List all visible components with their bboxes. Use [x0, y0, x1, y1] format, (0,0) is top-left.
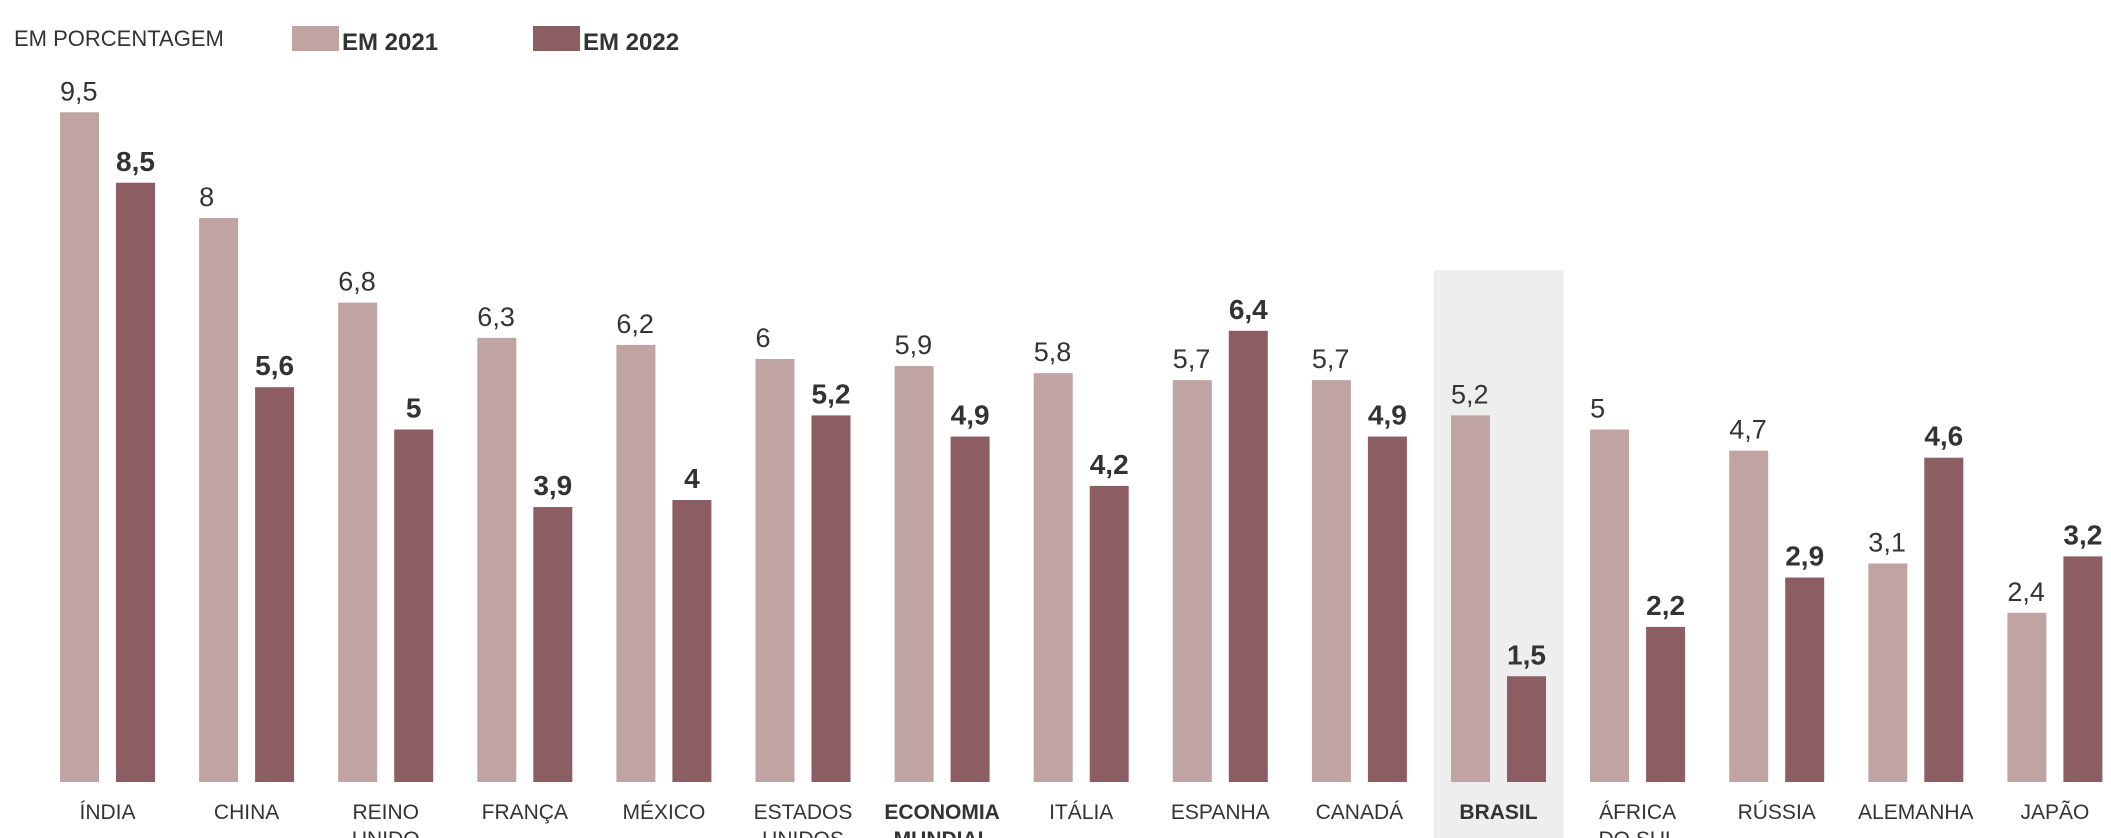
legend: EM 2021 EM 2022	[292, 26, 679, 56]
value-label-brasil-2021: 5,2	[1451, 379, 1489, 409]
bar-estados-unidos-2021	[755, 359, 795, 782]
value-label-estados-unidos-2022: 5,2	[812, 378, 851, 409]
bar-canada-2021	[1311, 380, 1351, 782]
bar-reino-unido-2022	[394, 429, 434, 782]
legend-swatch-2022	[533, 26, 580, 51]
bar-alemanha-2022	[1924, 457, 1964, 782]
category-label-russia: RÚSSIA	[1738, 801, 1816, 824]
value-label-franca-2022: 3,9	[533, 470, 572, 501]
category-label-franca: FRANÇA	[482, 801, 568, 824]
category-label-reino-unido: REINOUNIDO	[352, 801, 420, 838]
category-label-india: ÍNDIA	[79, 801, 135, 824]
value-label-franca-2021: 6,3	[477, 302, 515, 332]
value-label-espanha-2021: 5,7	[1173, 344, 1211, 374]
value-label-china-2021: 8	[199, 182, 214, 212]
value-label-mexico-2021: 6,2	[616, 309, 654, 339]
legend-swatch-2021	[292, 26, 339, 51]
value-label-espanha-2022: 6,4	[1229, 294, 1268, 325]
bar-franca-2021	[477, 337, 517, 782]
bar-africa-do-sul-2022	[1646, 626, 1686, 782]
value-label-canada-2021: 5,7	[1312, 344, 1350, 374]
value-label-india-2021: 9,5	[60, 76, 98, 106]
value-label-italia-2022: 4,2	[1090, 449, 1129, 480]
category-label-italia: ITÁLIA	[1049, 801, 1113, 824]
bar-franca-2022	[533, 507, 573, 782]
bar-brasil-2021	[1451, 415, 1490, 782]
category-label-mexico: MÉXICO	[622, 801, 705, 824]
category-label-espanha: ESPANHA	[1171, 801, 1270, 824]
bar-russia-2021	[1729, 450, 1769, 782]
bar-espanha-2022	[1228, 330, 1268, 782]
value-label-mexico-2022: 4	[684, 463, 700, 494]
value-label-estados-unidos-2021: 6	[756, 323, 771, 353]
value-label-canada-2022: 4,9	[1368, 400, 1407, 431]
value-label-alemanha-2022: 4,6	[1924, 421, 1963, 452]
bar-russia-2022	[1785, 577, 1825, 782]
bar-brasil-2022	[1507, 676, 1546, 782]
category-label-africa-do-sul: ÁFRICADO SUL	[1599, 801, 1677, 838]
bar-canada-2022	[1367, 436, 1407, 782]
bar-estados-unidos-2022	[811, 415, 851, 782]
bar-india-2022	[116, 182, 155, 782]
value-label-russia-2022: 2,9	[1785, 541, 1824, 572]
bar-mexico-2022	[672, 500, 712, 782]
bar-alemanha-2021	[1868, 563, 1908, 782]
bar-economia-mundial-2021	[894, 366, 934, 782]
bar-africa-do-sul-2021	[1590, 429, 1630, 782]
bar-reino-unido-2021	[338, 302, 378, 782]
value-label-reino-unido-2021: 6,8	[338, 267, 376, 297]
bar-japao-2021	[2007, 612, 2047, 782]
category-label-estados-unidos: ESTADOSUNIDOS	[754, 801, 853, 838]
category-label-canada: CANADÁ	[1316, 801, 1404, 824]
value-label-africa-do-sul-2021: 5	[1590, 394, 1605, 424]
plot-area: 9,5 8,5 ÍNDIA 8 5,6 CHINA 6,8 5 REINOUNIDO 6,3 3,9…	[60, 76, 2103, 838]
value-label-brasil-2022: 1,5	[1507, 639, 1546, 670]
value-label-china-2022: 5,6	[255, 350, 294, 381]
value-label-russia-2021: 4,7	[1729, 415, 1767, 445]
value-label-japao-2022: 3,2	[2063, 519, 2102, 550]
bar-economia-mundial-2022	[950, 436, 990, 782]
bar-mexico-2021	[616, 344, 656, 782]
value-label-economia-mundial-2022: 4,9	[951, 400, 990, 431]
bar-japao-2022	[2063, 556, 2103, 782]
category-label-alemanha: ALEMANHA	[1858, 801, 1974, 824]
value-label-alemanha-2021: 3,1	[1868, 527, 1906, 557]
category-label-japao: JAPÃO	[2020, 800, 2089, 824]
bar-italia-2022	[1089, 485, 1129, 782]
value-label-economia-mundial-2021: 5,9	[895, 330, 933, 360]
category-label-brasil: BRASIL	[1459, 801, 1537, 824]
bar-china-2022	[255, 387, 295, 782]
unit-label: EM PORCENTAGEM	[14, 26, 224, 51]
legend-label-2021: EM 2021	[342, 29, 438, 56]
value-label-japao-2021: 2,4	[2007, 577, 2045, 607]
value-label-africa-do-sul-2022: 2,2	[1646, 590, 1685, 621]
bar-espanha-2021	[1172, 380, 1212, 782]
bar-italia-2021	[1033, 373, 1073, 782]
category-label-china: CHINA	[214, 801, 279, 824]
legend-label-2022: EM 2022	[583, 29, 679, 56]
bar-china-2021	[199, 218, 239, 782]
value-label-reino-unido-2022: 5	[406, 393, 422, 424]
value-label-italia-2021: 5,8	[1034, 337, 1072, 367]
value-label-india-2022: 8,5	[116, 146, 155, 177]
bar-india-2021	[60, 112, 99, 782]
category-label-economia-mundial: ECONOMIAMUNDIAL	[884, 801, 1000, 838]
